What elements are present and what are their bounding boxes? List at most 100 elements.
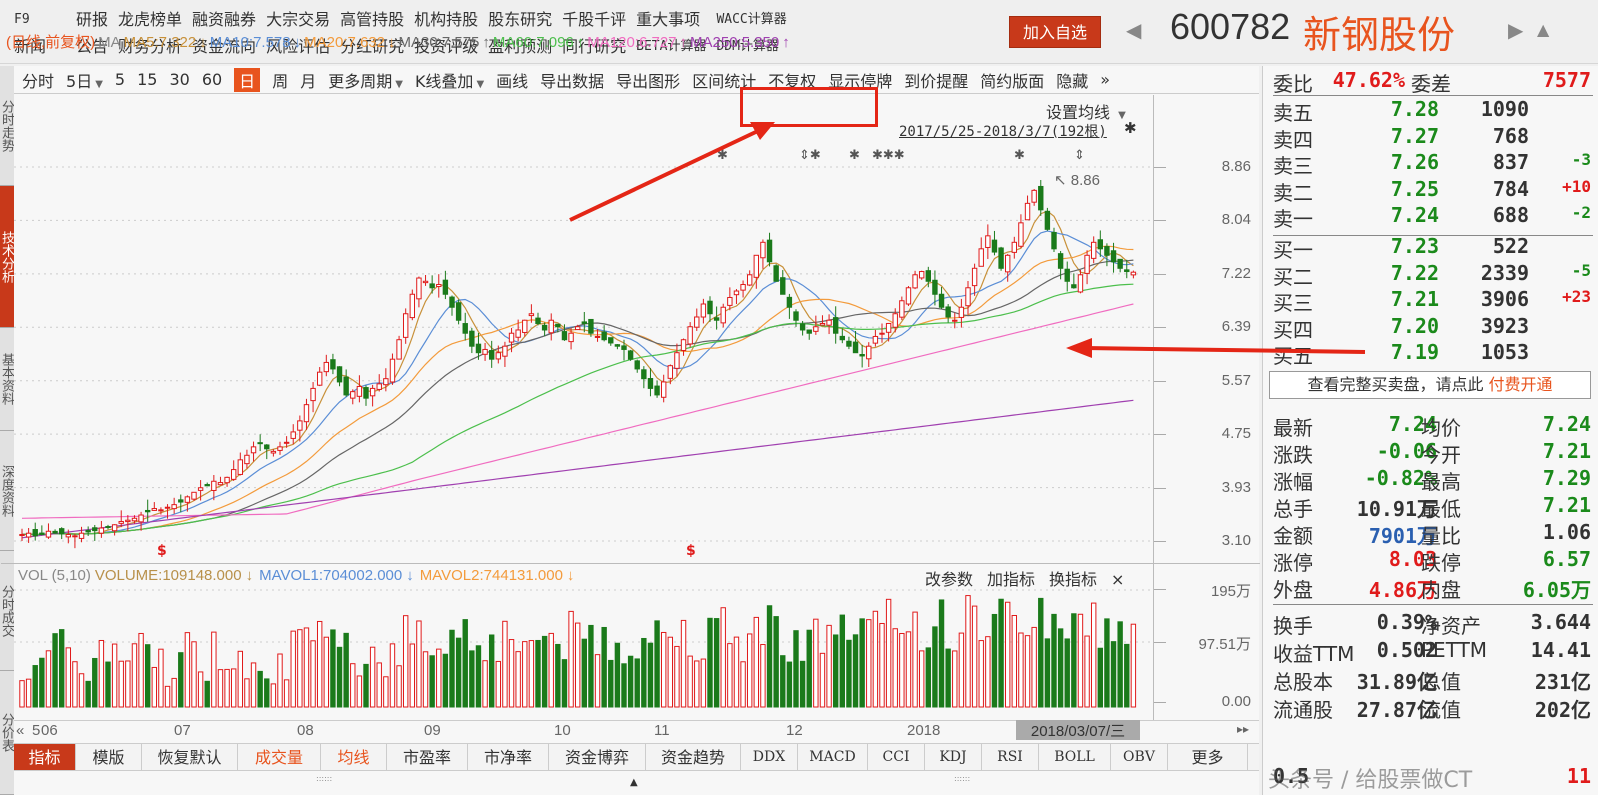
- scroll-right-icon[interactable]: ▸▸: [1237, 722, 1250, 736]
- nav-item[interactable]: 分红研究: [340, 37, 405, 56]
- nav-item[interactable]: 财务分析: [118, 37, 183, 56]
- toolbar-item[interactable]: 区间统计: [692, 68, 756, 92]
- collapse-arrow-icon[interactable]: ▲: [630, 777, 638, 788]
- order-price: 7.26: [1390, 150, 1439, 175]
- indicator-tab[interactable]: MACD: [798, 744, 868, 770]
- nav-item[interactable]: 龙虎榜单: [118, 10, 183, 29]
- price-tick-label: 4.75: [1221, 425, 1251, 443]
- tick-mark: [1154, 167, 1166, 168]
- toolbar-item[interactable]: 日: [234, 67, 261, 92]
- toolbar-item[interactable]: 简约版面: [980, 68, 1044, 92]
- volume-tool-button[interactable]: 加指标: [987, 570, 1036, 589]
- fundamental-value: 14.41: [1530, 638, 1591, 662]
- nav-item[interactable]: 研报: [76, 10, 109, 29]
- toolbar-item[interactable]: 15: [137, 70, 157, 89]
- resize-grip-icon[interactable]: ::::::: [316, 774, 333, 783]
- nav-item[interactable]: 投资评级: [414, 37, 479, 56]
- toolbar-item[interactable]: 导出图形: [616, 68, 680, 92]
- nav-item[interactable]: WACC计算器: [716, 12, 787, 27]
- volume-tool-button[interactable]: 改参数: [925, 570, 974, 589]
- indicator-tab[interactable]: 资金博弈: [549, 744, 646, 770]
- ma-label: MA: [98, 34, 121, 51]
- scroll-left-icon[interactable]: «: [16, 722, 25, 739]
- arrow-up-icon: ↑: [679, 34, 688, 51]
- nav-item[interactable]: 同行研究: [562, 37, 627, 56]
- add-to-watchlist-button[interactable]: 加入自选: [1009, 16, 1101, 48]
- indicator-tab[interactable]: CCI: [868, 744, 925, 770]
- volume-tool-button[interactable]: 换指标: [1049, 570, 1098, 589]
- left-tab-2[interactable]: 基本资料: [0, 328, 14, 431]
- indicator-tab[interactable]: 市净率: [468, 744, 549, 770]
- nav-item[interactable]: 千股千评: [562, 10, 627, 29]
- nav-item[interactable]: 大宗交易: [266, 10, 331, 29]
- toolbar-item[interactable]: 5日 ▼: [66, 68, 103, 92]
- nav-item[interactable]: 融资融券: [192, 10, 257, 29]
- nav-item[interactable]: 风险评估: [266, 37, 331, 56]
- nav-item[interactable]: BETA计算器: [636, 39, 707, 54]
- full-orderbook-link[interactable]: 查看完整买卖盘，请点此 付费开通: [1269, 371, 1591, 399]
- nav-item[interactable]: F9: [14, 12, 30, 27]
- previous-stock-arrow-icon[interactable]: ◀: [1126, 18, 1142, 42]
- nav-item[interactable]: 资金流向: [192, 37, 257, 56]
- left-tab-1[interactable]: 技术分析: [0, 186, 14, 328]
- indicator-tab[interactable]: 市盈率: [387, 744, 468, 770]
- toolbar-item[interactable]: K线叠加 ▼: [415, 68, 484, 92]
- nav-item[interactable]: 重大事项: [636, 10, 701, 29]
- nav-item[interactable]: 股东研究: [488, 10, 553, 29]
- toolbar-item[interactable]: 画线: [496, 68, 528, 92]
- toolbar-item[interactable]: 不复权: [768, 68, 816, 92]
- date-tick-label: 06: [41, 722, 58, 739]
- toolbar-item[interactable]: 更多周期 ▼: [328, 68, 403, 92]
- nav-item[interactable]: DDM计算器: [716, 39, 779, 54]
- volume-tick-label: 0.00: [1221, 693, 1251, 710]
- arrow-up-icon: ↑: [482, 34, 490, 51]
- order-volume: 837: [1492, 150, 1529, 175]
- toolbar-item[interactable]: 显示停牌: [828, 68, 892, 92]
- date-range-link[interactable]: 2017/5/25-2018/3/7(192根): [899, 124, 1107, 140]
- indicator-tab[interactable]: 指标: [14, 744, 76, 770]
- left-tab-5[interactable]: 分价表: [0, 671, 14, 795]
- indicator-tab[interactable]: 均线: [321, 744, 387, 770]
- toolbar-item[interactable]: 导出数据: [540, 68, 604, 92]
- left-tab-3[interactable]: 深度资料: [0, 431, 14, 551]
- left-tab-4[interactable]: 分时成交: [0, 551, 14, 671]
- alert-bell-icon[interactable]: ▲: [1537, 20, 1550, 39]
- chart-mode-label: (日线,前复权): [6, 34, 96, 51]
- close-icon[interactable]: ×: [1111, 570, 1125, 589]
- pin-icon[interactable]: ✱: [1124, 119, 1137, 137]
- indicator-tab[interactable]: KDJ: [925, 744, 982, 770]
- set-ma-dropdown[interactable]: 设置均线 ▼: [1046, 99, 1126, 123]
- nav-item[interactable]: 公告: [76, 37, 109, 56]
- nav-item[interactable]: 机构持股: [414, 10, 479, 29]
- indicator-tab[interactable]: BOLL: [1039, 744, 1111, 770]
- indicator-tab[interactable]: 模版: [76, 744, 142, 770]
- quote-row: 涨跌 -0.06 今开 7.21: [1263, 439, 1598, 467]
- stat-label: 总手: [1273, 497, 1313, 521]
- toolbar-item[interactable]: 5: [115, 70, 125, 89]
- toolbar-item-label: 导出数据: [540, 71, 605, 91]
- next-stock-arrow-icon[interactable]: ▶: [1508, 18, 1524, 42]
- pay-open-link[interactable]: 付费开通: [1488, 375, 1553, 394]
- toolbar-item-label: 显示停牌: [828, 71, 893, 91]
- indicator-tab[interactable]: OBV: [1111, 744, 1168, 770]
- left-tab-0[interactable]: 分时走势: [0, 66, 14, 186]
- toolbar-item[interactable]: 周: [272, 68, 288, 92]
- indicator-tab[interactable]: 更多: [1168, 744, 1248, 770]
- toolbar-item[interactable]: 到价提醒: [904, 68, 968, 92]
- toolbar-item[interactable]: 月: [300, 68, 316, 92]
- resize-grip-icon[interactable]: ::::::: [954, 774, 971, 783]
- indicator-tab[interactable]: DDX: [741, 744, 798, 770]
- indicator-tab[interactable]: 资金趋势: [646, 744, 741, 770]
- toolbar-item[interactable]: 分时: [22, 68, 54, 92]
- indicator-tab[interactable]: 成交量: [238, 744, 321, 770]
- kline-chart[interactable]: ↖ 8.86✱ ⇕✱ ✱ ✱✱✱ ✱ ⇕$ $: [14, 95, 1153, 720]
- nav-item[interactable]: 盈利预测: [488, 37, 553, 56]
- indicator-tab[interactable]: RSI: [982, 744, 1039, 770]
- more-toolbar-icon[interactable]: »: [1100, 70, 1111, 89]
- toolbar-item[interactable]: 30: [169, 70, 189, 89]
- nav-item[interactable]: 新闻: [14, 37, 47, 56]
- toolbar-item[interactable]: 60: [202, 70, 222, 89]
- toolbar-item[interactable]: 隐藏: [1056, 68, 1088, 92]
- nav-item[interactable]: 高管持股: [340, 10, 405, 29]
- indicator-tab[interactable]: 恢复默认: [142, 744, 238, 770]
